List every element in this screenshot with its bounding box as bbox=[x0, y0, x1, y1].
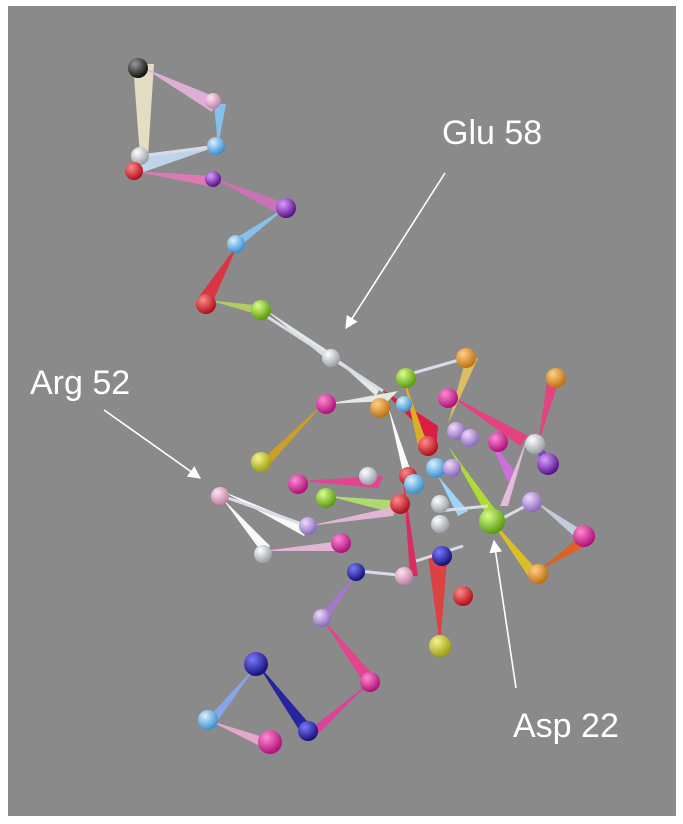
atom-spheres bbox=[125, 58, 595, 754]
arg-arrow bbox=[103, 409, 202, 479]
label-glu-58: Glu 58 bbox=[442, 114, 543, 152]
backbone-bonds bbox=[139, 144, 536, 597]
asp-arrow bbox=[489, 539, 517, 689]
glu-arrow bbox=[345, 172, 446, 330]
backbone-cones bbox=[133, 64, 586, 751]
label-arg-52: Arg 52 bbox=[30, 364, 131, 402]
protein-backbone-render bbox=[103, 58, 595, 754]
label-asp-22: Asp 22 bbox=[513, 707, 619, 745]
molecular-render-canvas: Glu 58 Arg 52 Asp 22 bbox=[8, 6, 676, 816]
annotation-arrows bbox=[103, 172, 517, 689]
